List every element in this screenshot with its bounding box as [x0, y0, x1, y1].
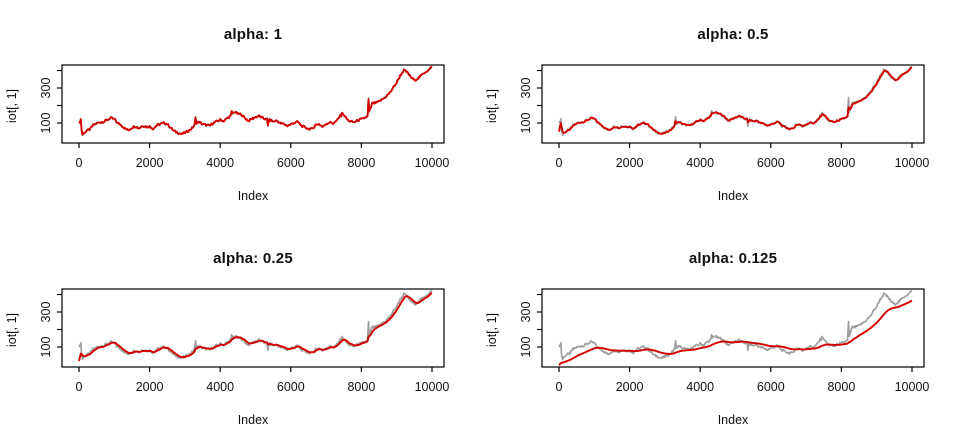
smoothed-series-line [558, 66, 913, 135]
x-tick-label: 10000 [895, 156, 930, 170]
x-tick-label: 2000 [616, 156, 644, 170]
x-tick-label: 10000 [415, 380, 450, 394]
plot-box [61, 64, 445, 144]
x-tick-label: 0 [76, 156, 83, 170]
x-tick-label: 4000 [206, 156, 234, 170]
x-tick-label: 2000 [136, 156, 164, 170]
x-tick-label: 0 [556, 156, 563, 170]
smoothed-series-line [78, 66, 433, 136]
x-tick-label: 0 [556, 380, 563, 394]
x-tick-label: 4000 [686, 380, 714, 394]
x-tick-label: 6000 [757, 380, 785, 394]
y-tick-label: 100 [39, 113, 53, 134]
x-tick-label: 8000 [827, 156, 855, 170]
plot-box [541, 64, 925, 144]
plot-area-alpha-0-5: 0 2000 4000 6000 8000 10000 100 300 [519, 64, 930, 170]
x-axis-label: Index [717, 189, 749, 203]
raw-series-line [558, 290, 913, 361]
panel-title: alpha: 0.125 [688, 250, 778, 267]
panel-alpha-0-5: alpha: 0.5 iot[, 1] Index 0 2000 4000 6000 8… [480, 0, 960, 223]
x-tick-label: 6000 [277, 156, 305, 170]
x-tick-label: 10000 [415, 156, 450, 170]
plot-area-alpha-1: 0 2000 4000 6000 8000 10000 100 300 [39, 64, 450, 170]
y-tick-label: 300 [39, 302, 53, 323]
y-tick-label: 300 [519, 302, 533, 323]
plot-area-alpha-0-25: 0 2000 4000 6000 8000 10000 100 300 [39, 288, 450, 394]
x-tick-label: 2000 [136, 380, 164, 394]
y-tick-label: 100 [39, 337, 53, 358]
smoothed-series-line [78, 292, 433, 362]
plot-box [61, 288, 445, 368]
panel-alpha-1: alpha: 1 iot[, 1] Index 0 2000 4000 6000 800… [0, 0, 480, 223]
y-tick-label: 100 [519, 113, 533, 134]
x-tick-label: 0 [76, 380, 83, 394]
y-tick-label: 300 [519, 78, 533, 99]
x-axis-label: Index [237, 189, 269, 203]
smoothed-series-line [558, 299, 913, 366]
y-tick-label: 100 [519, 337, 533, 358]
panel-title: alpha: 0.5 [697, 26, 769, 43]
panel-alpha-0-125: alpha: 0.125 iot[, 1] Index 0 2000 4000 600… [480, 224, 960, 447]
panel-title: alpha: 0.25 [213, 250, 293, 267]
x-tick-label: 8000 [347, 156, 375, 170]
plot-box [541, 288, 925, 368]
x-tick-label: 8000 [347, 380, 375, 394]
x-tick-label: 6000 [277, 380, 305, 394]
x-tick-label: 4000 [686, 156, 714, 170]
y-tick-label: 300 [39, 78, 53, 99]
panel-alpha-0-25: alpha: 0.25 iot[, 1] Index 0 2000 4000 6000… [0, 224, 480, 447]
x-axis-label: Index [237, 413, 269, 427]
raw-series-line [78, 290, 433, 361]
plot-area-alpha-0-125: 0 2000 4000 6000 8000 10000 100 300 [519, 288, 930, 394]
x-tick-label: 4000 [206, 380, 234, 394]
x-tick-label: 2000 [616, 380, 644, 394]
x-tick-label: 10000 [895, 380, 930, 394]
x-axis-label: Index [717, 413, 749, 427]
panel-title: alpha: 1 [223, 26, 283, 43]
x-tick-label: 8000 [827, 380, 855, 394]
x-tick-label: 6000 [757, 156, 785, 170]
